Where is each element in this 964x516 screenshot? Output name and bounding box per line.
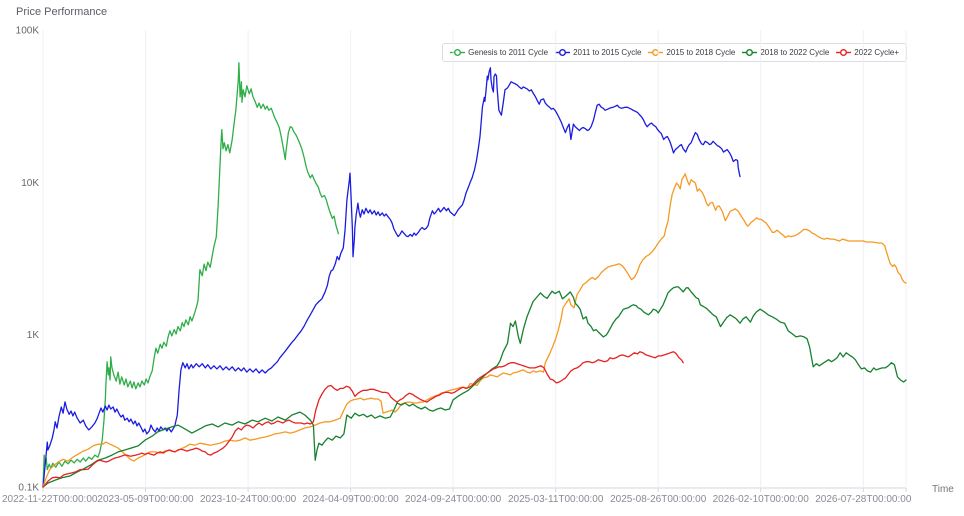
legend-line-circle-icon xyxy=(836,49,852,56)
legend-item-2[interactable]: 2011 to 2015 Cycle xyxy=(555,44,641,61)
y-axis-tick-label: 100K xyxy=(16,26,40,37)
legend-item-5[interactable]: 2022 Cycle+ xyxy=(836,44,899,61)
x-axis-tick-label: 2025-03-11T00:00:00 xyxy=(508,494,604,505)
x-axis-tick-label: 2024-04-09T00:00:00 xyxy=(303,494,400,505)
y-axis-tick-label: 0.1K xyxy=(18,483,39,494)
legend-item-label: 2011 to 2015 Cycle xyxy=(573,48,642,57)
legend-line-circle-icon xyxy=(742,49,758,56)
x-axis-tick-label: 2023-05-09T00:00:00 xyxy=(97,494,194,505)
y-axis-tick-label: 10K xyxy=(21,178,39,189)
legend: Genesis to 2011 Cycle 2011 to 2015 Cycle 2… xyxy=(442,43,907,62)
legend-item-label: Genesis to 2011 Cycle xyxy=(468,48,549,57)
legend-item-4[interactable]: 2018 to 2022 Cycle xyxy=(742,44,829,61)
x-axis-tick-label: 2022-11-22T00:00:00 xyxy=(2,494,98,505)
series-line-3 xyxy=(42,173,907,488)
x-axis-tick-label: 2024-09-24T00:00:00 xyxy=(405,494,502,505)
legend-item-3[interactable]: 2015 to 2018 Cycle xyxy=(648,44,735,61)
legend-line-circle-icon xyxy=(555,49,571,56)
series-line-5 xyxy=(42,351,684,488)
chart-title: Price Performance xyxy=(16,6,108,18)
series-line-4 xyxy=(42,286,907,488)
x-axis-tick-label: 2023-10-24T00:00:00 xyxy=(200,494,297,505)
legend-item-label: 2018 to 2022 Cycle xyxy=(760,48,830,57)
y-axis-tick-label: 1K xyxy=(27,330,40,341)
series-line-2 xyxy=(42,67,741,488)
x-axis-tick-label: 2026-02-10T00:00:00 xyxy=(713,494,810,505)
legend-item-label: 2022 Cycle+ xyxy=(854,48,899,57)
x-axis-tick-label: 2026-07-28T00:00:00 xyxy=(815,494,912,505)
x-axis-name: Time xyxy=(932,484,954,495)
legend-line-circle-icon xyxy=(648,49,664,56)
series-line-1 xyxy=(42,62,340,488)
x-axis-tick-label: 2025-08-26T00:00:00 xyxy=(610,494,707,505)
legend-item-label: 2015 to 2018 Cycle xyxy=(666,48,736,57)
